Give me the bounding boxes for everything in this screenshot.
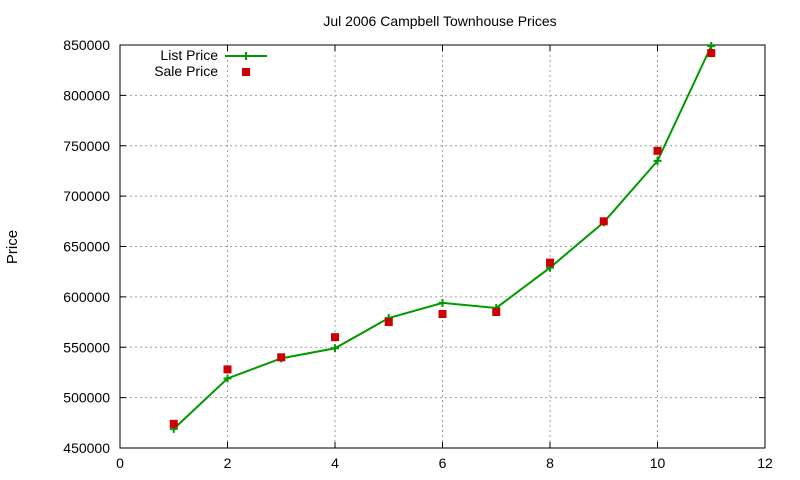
chart-title: Jul 2006 Campbell Townhouse Prices (323, 13, 556, 29)
series-layer (169, 42, 716, 433)
x-tick-label: 10 (650, 455, 666, 471)
list-price-point (223, 374, 232, 383)
sale-price-point (331, 333, 339, 342)
series-sale-price (169, 49, 716, 428)
x-tick-label: 12 (757, 455, 773, 471)
y-tick-label: 750000 (63, 138, 110, 154)
sale-price-point (384, 318, 393, 327)
sale-price-point (492, 307, 501, 316)
legend-label: List Price (160, 47, 218, 63)
y-tick-label: 550000 (63, 339, 110, 355)
x-tick-label: 8 (546, 455, 554, 471)
list-price-point (331, 344, 339, 353)
sale-price-point (653, 146, 662, 155)
y-tick-label: 800000 (63, 87, 110, 103)
x-tick-label: 6 (439, 455, 447, 471)
list-price-point (707, 42, 716, 51)
list-price-point (438, 298, 447, 307)
legend-square-marker (242, 68, 250, 76)
sale-price-point (277, 353, 286, 362)
x-tick-label: 4 (331, 455, 339, 471)
legend-plus-marker (242, 52, 250, 60)
y-tick-label: 700000 (63, 188, 110, 204)
sale-price-point (438, 310, 447, 319)
sale-price-point (707, 49, 716, 58)
axis-ticks: 0 2 4 6 8 10 12 450000 500000 550000 600000 650000 7… (63, 37, 773, 471)
y-tick-label: 650000 (63, 239, 110, 255)
x-tick-label: 2 (224, 455, 232, 471)
y-tick-label: 500000 (63, 390, 110, 406)
list-price-point (653, 156, 662, 165)
y-axis-label: Price (4, 230, 21, 264)
x-tick-label: 0 (116, 455, 124, 471)
sale-price-point (169, 419, 178, 428)
y-tick-label: 850000 (63, 37, 110, 53)
sale-price-point (599, 217, 608, 226)
y-tick-label: 600000 (63, 289, 110, 305)
sale-price-point (546, 258, 554, 267)
sale-price-point (223, 365, 232, 374)
y-tick-label: 450000 (63, 440, 110, 456)
legend-label: Sale Price (154, 63, 218, 79)
